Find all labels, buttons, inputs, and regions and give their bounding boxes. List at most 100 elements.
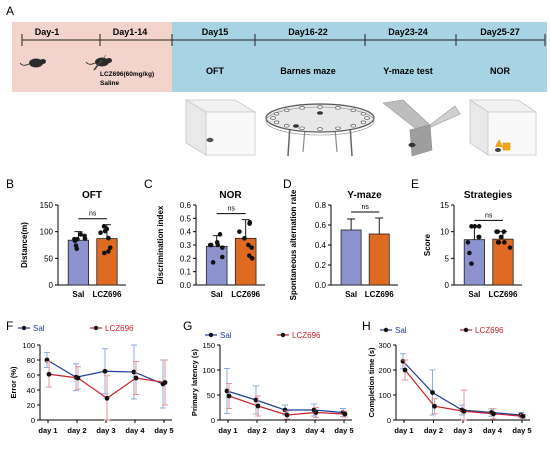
data-point xyxy=(476,234,482,240)
data-point xyxy=(106,235,111,241)
data-point xyxy=(495,240,501,245)
y-tick-label: 0 xyxy=(387,416,391,425)
y-tick-label: 0.8 xyxy=(315,201,327,210)
data-point xyxy=(75,236,80,242)
barnes-hole xyxy=(270,116,276,120)
x-tick-label: day 4 xyxy=(125,426,145,435)
y-tick-label: 0.1 xyxy=(180,268,192,277)
data-point xyxy=(469,261,474,266)
series-point xyxy=(520,413,526,419)
barnes-hole xyxy=(360,112,367,116)
mouse-tail xyxy=(19,62,30,66)
chart-title: OFT xyxy=(82,190,102,201)
barnes-hole xyxy=(299,126,305,130)
y-tick-label: 0.4 xyxy=(180,228,192,237)
syringe-barrel xyxy=(93,59,103,71)
bar xyxy=(67,239,89,286)
legend-label: LCZ696 xyxy=(292,331,321,340)
barnes-hole xyxy=(350,124,356,128)
data-point xyxy=(82,236,88,241)
timeline-test-label: NOR xyxy=(490,66,511,76)
y-tick-label: 0.0 xyxy=(315,281,327,290)
barnes-hole xyxy=(299,106,305,110)
data-point xyxy=(494,229,499,234)
timeline-test-label: OFT xyxy=(206,66,224,76)
bar xyxy=(205,245,228,286)
mouse-head xyxy=(106,58,112,63)
x-category-label: Sal xyxy=(345,290,357,299)
y-tick-label: 20 xyxy=(27,401,35,410)
y-axis-label: Score xyxy=(423,233,432,256)
syringe-icon xyxy=(93,54,107,71)
series-point xyxy=(342,411,348,417)
panel-letter-a: A xyxy=(6,4,14,18)
oft-box-illustration xyxy=(184,99,257,156)
data-point xyxy=(214,240,220,245)
barnes-hole xyxy=(360,120,367,124)
series-point xyxy=(402,367,408,373)
x-category-label: LCZ696 xyxy=(489,290,518,299)
legend-label: Sal xyxy=(395,326,407,335)
y-tick-label: 100 xyxy=(378,391,391,400)
testing-phase-band xyxy=(172,22,547,92)
barnes-hole xyxy=(273,120,280,124)
panel-letter-c: C xyxy=(144,177,153,191)
series-point xyxy=(104,395,110,401)
data-point xyxy=(472,224,478,229)
series-point xyxy=(461,408,467,414)
x-tick-label: day 3 xyxy=(96,426,115,435)
timeline-day-label: Day23-24 xyxy=(388,27,428,37)
panel-letter-g: G xyxy=(183,319,192,333)
series-point xyxy=(162,380,168,385)
data-point xyxy=(249,245,254,250)
y-tick-label: 0 xyxy=(49,281,54,290)
pre-treatment-phase-band xyxy=(12,22,172,92)
data-point xyxy=(242,236,247,241)
barnes-hole xyxy=(364,116,370,120)
x-category-label: LCZ696 xyxy=(93,290,122,299)
series-point xyxy=(255,403,261,409)
x-tick-label: day 1 xyxy=(38,426,57,435)
nor-box-illustration xyxy=(468,99,538,156)
series-point xyxy=(102,368,108,374)
data-point xyxy=(476,224,482,229)
x-tick-label: day 2 xyxy=(424,426,443,435)
x-category-label: LCZ696 xyxy=(365,290,394,299)
x-category-label: Sal xyxy=(72,290,84,299)
y-tick-label: 100 xyxy=(40,228,54,237)
data-point xyxy=(102,250,107,256)
y-tick-label: 0.2 xyxy=(180,254,192,263)
data-point xyxy=(107,245,113,250)
timeline-day-label: Day16-22 xyxy=(288,27,328,37)
y-tick-label: 15 xyxy=(440,201,449,210)
data-point xyxy=(101,224,107,229)
y-tick-label: 0 xyxy=(31,416,35,425)
y-axis-label: Primary latency (s) xyxy=(190,348,199,416)
treatment-label-control: Saline xyxy=(100,80,120,87)
mouse-body xyxy=(29,58,43,68)
x-tick-label: day 2 xyxy=(247,426,266,435)
bar xyxy=(340,229,362,286)
x-tick-label: day 4 xyxy=(483,426,503,435)
data-point xyxy=(502,240,507,245)
barnes-hole xyxy=(317,105,323,109)
syringe-needle xyxy=(101,54,107,61)
y-tick-label: 40 xyxy=(27,386,35,395)
x-tick-label: day 5 xyxy=(334,426,353,435)
timeline-day-label: Day-1 xyxy=(35,27,60,37)
y-tick-label: 80 xyxy=(27,356,35,365)
data-point xyxy=(98,230,103,236)
mouse-head xyxy=(40,59,46,64)
bar-chart-b: 0 50 100 150 OFT Distance(m) Sal LCZ696 ns xyxy=(20,190,126,299)
line-chart-h: 0 100 200 300 day 1 day 2 day 3 day 4 day 5 Compl… xyxy=(367,326,532,435)
mouse-tail xyxy=(85,61,96,65)
data-point xyxy=(219,254,225,260)
series-point xyxy=(131,369,137,375)
barnes-maze-illustration xyxy=(265,103,375,157)
series-point xyxy=(432,403,437,409)
panel-letter-f: F xyxy=(6,319,13,333)
data-point xyxy=(74,246,80,252)
y-tick-label: 50 xyxy=(207,391,215,400)
